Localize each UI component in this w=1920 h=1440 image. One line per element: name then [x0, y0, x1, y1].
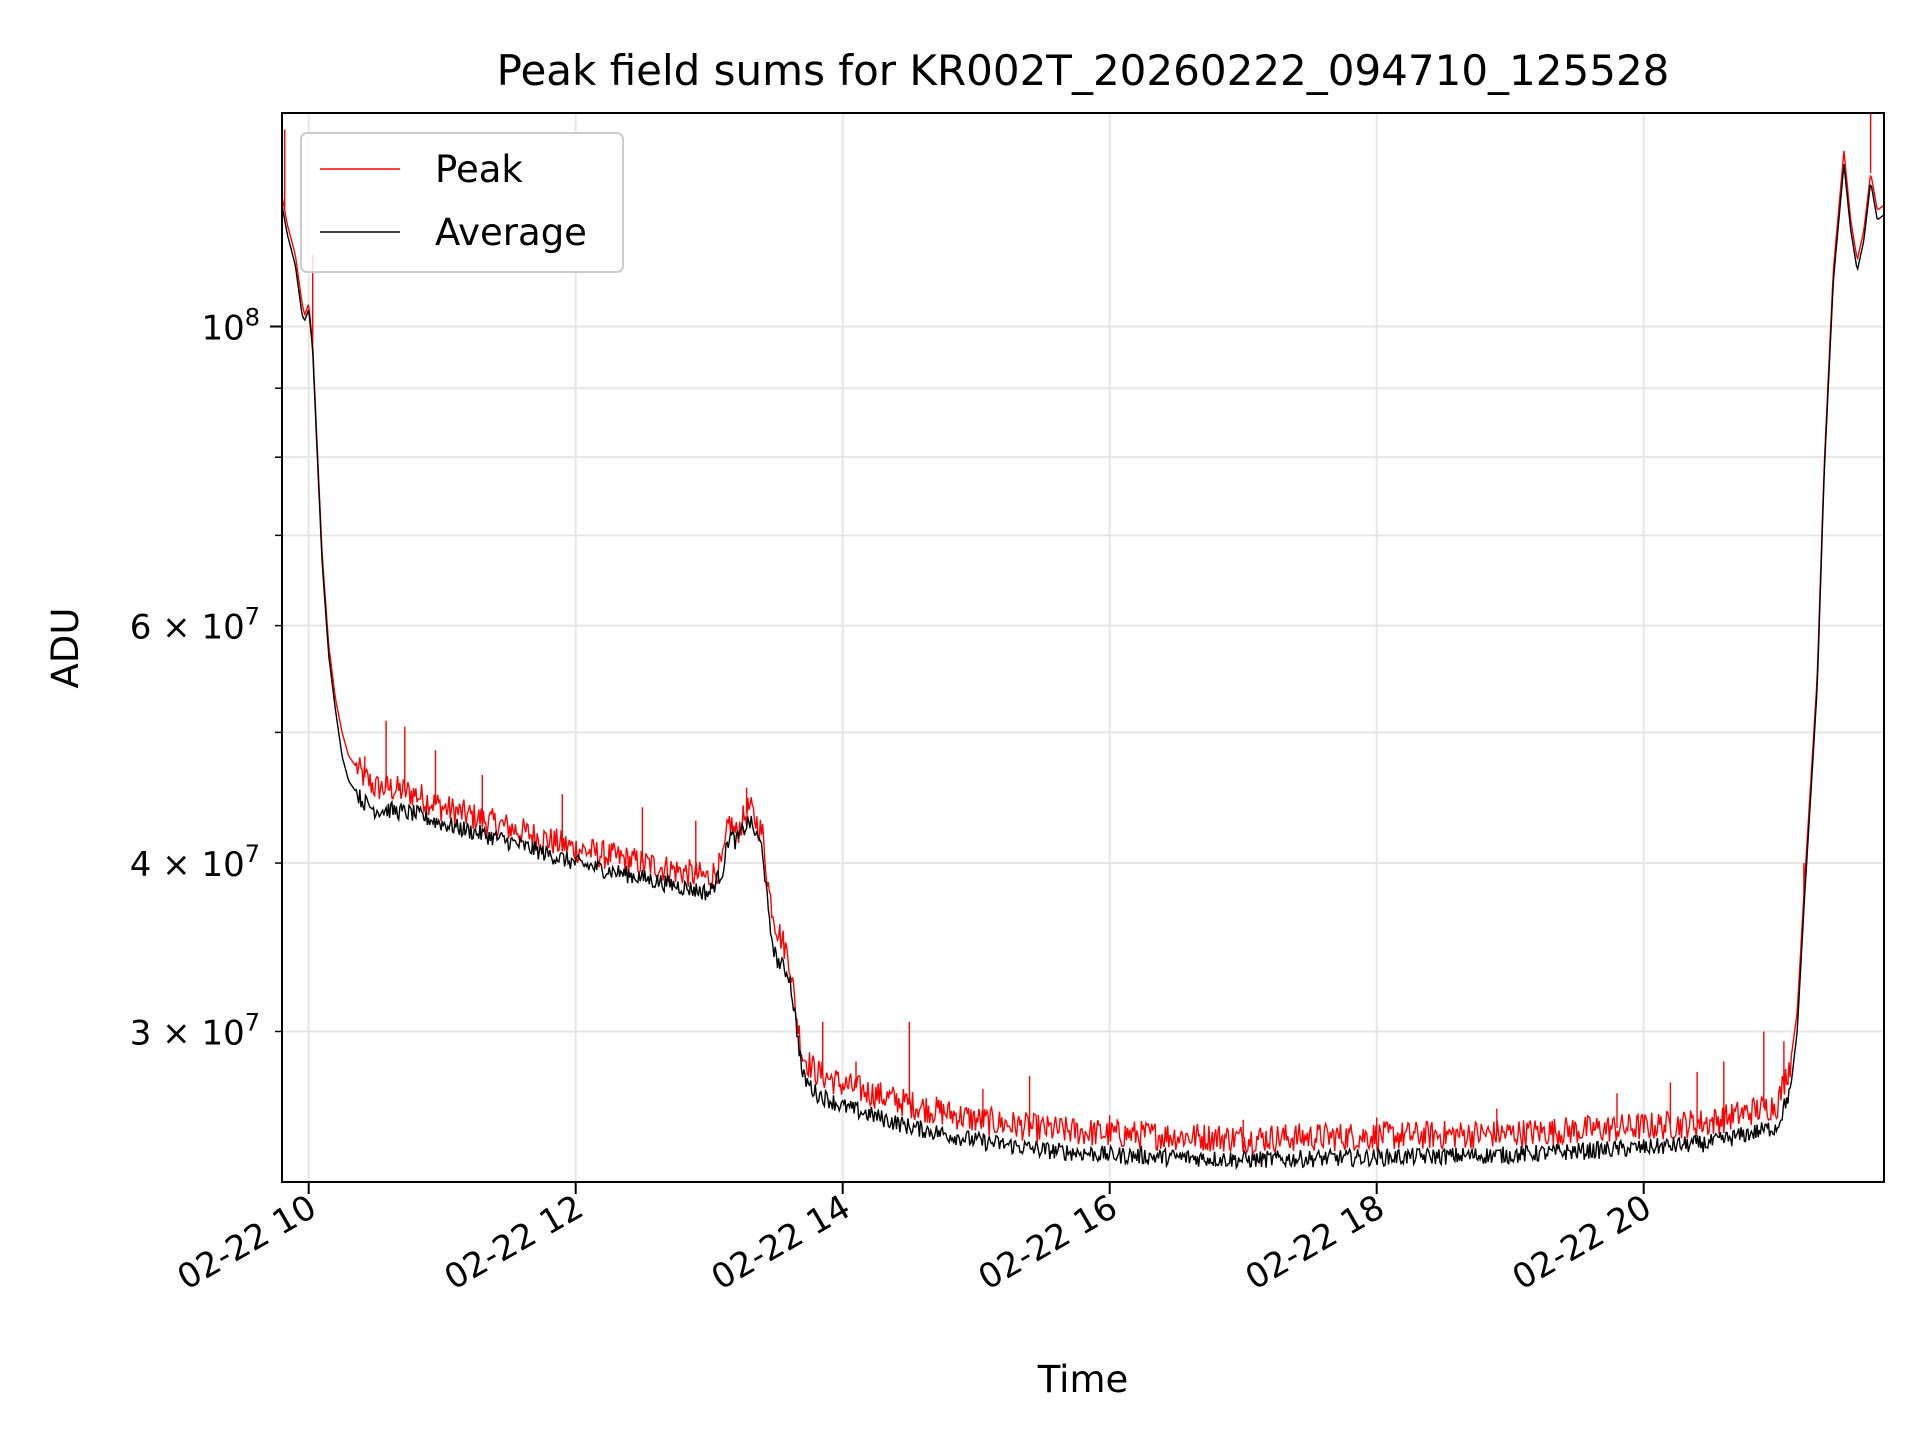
- y-tick-times-ten: × 10: [151, 845, 244, 885]
- y-tick-times-ten: × 10: [151, 608, 244, 648]
- y-tick-mantissa: 6: [130, 608, 152, 648]
- y-tick-label: 3 × 107: [130, 1008, 260, 1053]
- series-average-line: [281, 163, 1885, 1170]
- legend-peak-label: Peak: [435, 148, 523, 191]
- legend: Peak Average: [300, 132, 624, 273]
- y-tick-label: 108: [201, 304, 260, 349]
- legend-average-label: Average: [435, 211, 587, 254]
- series-peak-line: [281, 113, 1885, 1155]
- legend-box: [300, 132, 624, 273]
- y-tick-base: 10: [201, 309, 244, 349]
- y-tick-exponent: 7: [245, 840, 260, 868]
- plot-frame: [281, 112, 1885, 1183]
- y-tick-mantissa: 4: [130, 845, 152, 885]
- chart-title: Peak field sums for KR002T_20260222_0947…: [497, 46, 1670, 95]
- y-tick-exponent: 8: [245, 304, 260, 332]
- series-layer: [281, 113, 1885, 1170]
- x-axis-label: Time: [1037, 1358, 1129, 1401]
- y-tick-exponent: 7: [245, 603, 260, 631]
- y-axis-label: ADU: [44, 608, 87, 689]
- y-tick-label: 4 × 107: [130, 840, 260, 885]
- grid: [282, 113, 1884, 1182]
- y-tick-exponent: 7: [245, 1008, 260, 1036]
- y-tick-label: 6 × 107: [130, 603, 260, 648]
- y-tick-mantissa: 3: [130, 1013, 152, 1053]
- y-tick-times-ten: × 10: [151, 1013, 244, 1053]
